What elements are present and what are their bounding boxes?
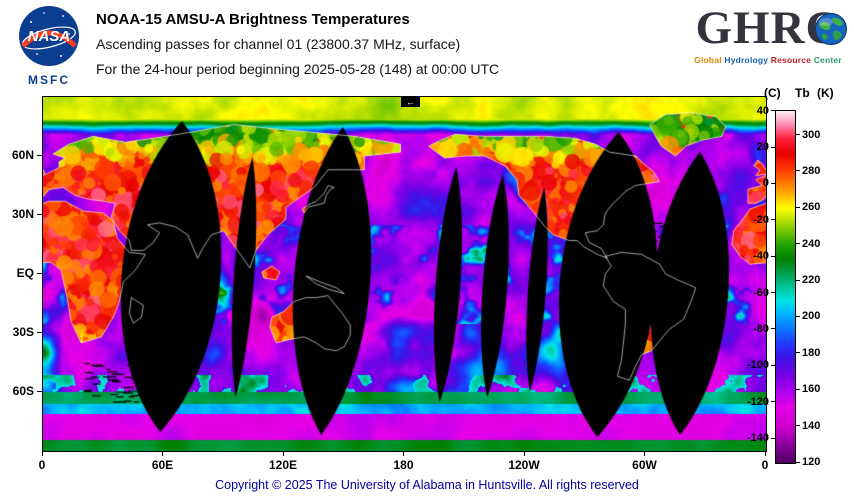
y-tick-mark [37,213,42,215]
colorbar-celsius-tick-mark [771,110,775,112]
colorbar-kelvin-tick-label: 160 [802,383,821,396]
colorbar-kelvin-tick-mark [796,243,800,245]
x-tick-mark [403,451,404,456]
colorbar-celsius-tick-mark [771,219,775,221]
msfc-label: MSFC [28,73,70,87]
colorbar-celsius-tick-label: 40 [756,104,769,117]
colorbar-kelvin-tick-mark [796,352,800,354]
page-title: NOAA-15 AMSU-A Brightness Temperatures [96,11,410,28]
colorbar-celsius-tick-label: -80 [753,322,769,335]
colorbar-celsius-tick-label: -60 [753,286,769,299]
colorbar-kelvin-tick-mark [796,206,800,208]
colorbar-kelvin-tick-label: 140 [802,419,821,432]
colorbar-kelvin-tick-mark [796,388,800,390]
colorbar-kelvin-tick-mark [796,279,800,281]
colorbar-kelvin-tick-label: 220 [802,274,821,287]
y-axis: 60N 30N EQ 30S 60S [0,96,42,450]
page-subtitle-1: Ascending passes for channel 01 (23800.3… [96,36,461,52]
footer-copyright: Copyright © 2025 The University of Alaba… [215,478,639,492]
x-tick-label: 0 [38,458,46,472]
ghrc-tagline: Global Hydrology Resource Center [684,55,852,65]
x-tick-mark [523,451,525,456]
colorbar-kelvin-tick-label: 120 [802,456,821,468]
x-tick-mark [162,451,163,456]
y-tick-label: 60N [11,148,34,162]
colorbar-kelvin-tick-label: 260 [802,201,821,214]
y-tick-label: EQ [16,266,34,280]
colorbar-celsius-tick-mark [771,292,775,294]
nasa-wordmark: NASA [28,28,71,45]
colorbar-celsius-tick-label: -20 [753,213,769,226]
x-tick-label: 120E [268,458,298,472]
colorbar-celsius-tick-label: 20 [756,141,769,154]
colorbar-celsius-tick-mark [771,255,775,257]
y-tick-mark [37,390,42,392]
y-tick-mark [37,272,42,274]
nasa-logo[interactable]: NASA MSFC [8,4,90,87]
colorbar-kelvin-tick-mark [796,170,800,172]
x-tick-mark [764,451,766,456]
colorbar-kelvin-tick-mark [796,315,800,317]
y-tick-label: 30S [12,325,34,339]
x-tick-label: 0 [761,458,769,472]
y-tick-label: 30N [11,207,34,221]
colorbar-celsius-tick-mark [771,401,775,403]
brightness-temperature-map [43,97,766,451]
title-block: NOAA-15 AMSU-A Brightness Temperatures A… [96,8,499,82]
y-tick-mark [37,154,42,156]
colorbar-celsius-tick-label: -140 [746,432,769,445]
ghrc-logo[interactable]: GHRC Global Hydrology Resource Center [684,2,852,65]
page-subtitle-2: For the 24-hour period beginning 2025-05… [96,61,500,77]
x-tick-label: 120W [508,458,540,472]
colorbar-celsius-tick-label: 0 [762,177,769,190]
x-tick-mark [644,451,645,456]
colorbar-kelvin-tick-mark [796,461,800,463]
colorbar-celsius-tick-label: -120 [746,395,769,408]
ghrc-tagline-word: Hydrology [721,55,769,65]
colorbar-title-celsius: (C) [764,86,781,100]
colorbar-celsius-tick-mark [771,328,775,330]
colorbar: (C) Tb (K) 40 20 0 -20 -40 -60 -80 -100 -120 -140… [740,0,854,502]
globe-icon [815,13,847,45]
colorbar-title-tb: Tb [795,86,810,100]
ghrc-tagline-word: Resource [768,55,812,65]
colorbar-title-kelvin: (K) [817,86,834,100]
x-tick-label: 180 [393,458,414,472]
colorbar-kelvin-tick-label: 280 [802,164,821,177]
x-tick-mark [282,451,284,456]
ghrc-tagline-word: Global [694,55,722,65]
colorbar-kelvin-tick-label: 180 [802,346,821,359]
x-tick-mark [41,451,43,456]
colorbar-kelvin-tick-mark [796,425,800,427]
map-annotation-arrow: ← [401,97,420,107]
colorbar-kelvin-tick-label: 200 [802,310,821,323]
y-tick-label: 60S [12,384,34,398]
ghrc-wordmark: GHRC [684,2,852,54]
x-tick-label: 60W [632,458,657,472]
colorbar-kelvin-tick-mark [796,134,800,136]
map-panel: ← [42,96,767,452]
ghrc-tagline-word: Center [811,55,842,65]
y-tick-mark [37,331,42,333]
colorbar-celsius-tick-mark [771,437,775,439]
nasa-insignia-icon: NASA [19,6,79,66]
colorbar-kelvin-tick-label: 240 [802,237,821,250]
colorbar-celsius-tick-label: -100 [746,359,769,372]
x-axis: 0 60E 120E 180 120W 60W 0 [38,451,768,477]
x-tick-label: 60E [151,458,174,472]
colorbar-kelvin-tick-label: 300 [802,128,821,141]
colorbar-gradient [775,110,796,464]
colorbar-celsius-tick-mark [771,364,775,366]
colorbar-celsius-tick-label: -40 [753,250,769,263]
colorbar-celsius-tick-mark [771,182,775,184]
colorbar-celsius-tick-mark [771,146,775,148]
